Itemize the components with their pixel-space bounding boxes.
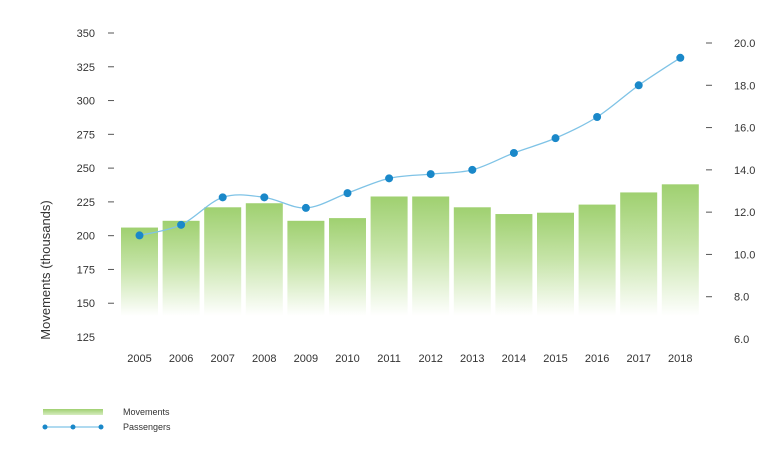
y-tick-label: 175 bbox=[77, 264, 95, 276]
legend-movements-swatch bbox=[43, 409, 103, 415]
x-tick-label: 2013 bbox=[460, 353, 484, 365]
right-axis: 6.0 8.0 10.0 12.0 14.0 16.0 18.0 20.0 bbox=[706, 38, 755, 346]
passengers-point bbox=[301, 203, 310, 212]
bar bbox=[329, 218, 366, 316]
legend-movements-label: Movements bbox=[123, 407, 170, 417]
x-tick-label: 2017 bbox=[626, 353, 650, 365]
y2-tick-label: 14.0 bbox=[734, 165, 755, 177]
y-tick-label: 150 bbox=[77, 298, 95, 310]
x-tick-label: 2018 bbox=[668, 353, 692, 365]
y-tick-label: 275 bbox=[77, 129, 95, 141]
passengers-point bbox=[218, 193, 227, 202]
bar bbox=[245, 203, 283, 316]
y-tick-label: 300 bbox=[77, 96, 95, 108]
passengers-line bbox=[135, 53, 685, 240]
y2-tick-label: 8.0 bbox=[734, 292, 749, 304]
legend: Movements Passengers bbox=[42, 407, 171, 432]
y-tick-label: 350 bbox=[77, 28, 95, 40]
x-tick-label: 2010 bbox=[335, 353, 359, 365]
y-tick-label: 200 bbox=[77, 231, 95, 243]
legend-passengers-marker bbox=[98, 424, 104, 430]
legend-passengers-marker bbox=[42, 424, 48, 430]
y2-tick-label: 18.0 bbox=[734, 80, 755, 92]
y2-tick-label: 10.0 bbox=[734, 249, 755, 261]
movements-bars bbox=[121, 184, 699, 316]
bar bbox=[578, 204, 616, 316]
bar bbox=[204, 207, 242, 316]
x-tick-label: 2015 bbox=[543, 353, 567, 365]
x-tick-label: 2005 bbox=[127, 353, 151, 365]
x-tick-label: 2009 bbox=[294, 353, 318, 365]
y-tick-label: 325 bbox=[77, 62, 95, 74]
passengers-point bbox=[551, 134, 560, 143]
left-axis: 125 150 175 200 225 250 275 300 325 350 bbox=[77, 28, 114, 344]
passengers-point bbox=[468, 165, 477, 174]
passengers-point bbox=[385, 174, 394, 183]
legend-passengers-marker bbox=[70, 424, 76, 430]
passengers-point bbox=[260, 193, 269, 202]
x-tick-label: 2016 bbox=[585, 353, 609, 365]
x-tick-label: 2008 bbox=[252, 353, 276, 365]
passengers-point bbox=[676, 53, 685, 62]
bar bbox=[537, 212, 574, 316]
y2-tick-label: 20.0 bbox=[734, 38, 755, 50]
passengers-point bbox=[135, 231, 144, 240]
x-tick-label: 2011 bbox=[377, 353, 401, 365]
passengers-point bbox=[509, 148, 518, 157]
passengers-point bbox=[343, 189, 352, 198]
bar bbox=[162, 220, 200, 316]
passengers-point bbox=[593, 113, 602, 121]
bar bbox=[287, 220, 325, 316]
x-axis: 2005 2006 2007 2008 2009 2010 2011 2012 2013 2014… bbox=[127, 353, 692, 365]
bar bbox=[121, 227, 158, 316]
bar bbox=[453, 207, 491, 316]
bar bbox=[412, 196, 450, 316]
y-tick-label: 250 bbox=[77, 163, 95, 175]
bar bbox=[495, 214, 533, 316]
x-tick-label: 2014 bbox=[502, 353, 526, 365]
y2-tick-label: 16.0 bbox=[734, 123, 755, 135]
legend-passengers-label: Passengers bbox=[123, 422, 171, 432]
x-tick-label: 2006 bbox=[169, 353, 193, 365]
y2-tick-label: 6.0 bbox=[734, 334, 749, 346]
bar bbox=[620, 192, 658, 316]
bar bbox=[661, 184, 699, 316]
y-axis-title: Movements (thousands) bbox=[38, 200, 53, 339]
y-tick-label: 125 bbox=[77, 332, 95, 344]
y-tick-label: 225 bbox=[77, 197, 95, 209]
y2-tick-label: 12.0 bbox=[734, 207, 755, 219]
passengers-point bbox=[426, 170, 435, 179]
x-tick-label: 2012 bbox=[418, 353, 442, 365]
passengers-point bbox=[177, 220, 186, 229]
passengers-point bbox=[634, 81, 643, 90]
bar bbox=[370, 196, 408, 316]
x-tick-label: 2007 bbox=[210, 353, 234, 365]
